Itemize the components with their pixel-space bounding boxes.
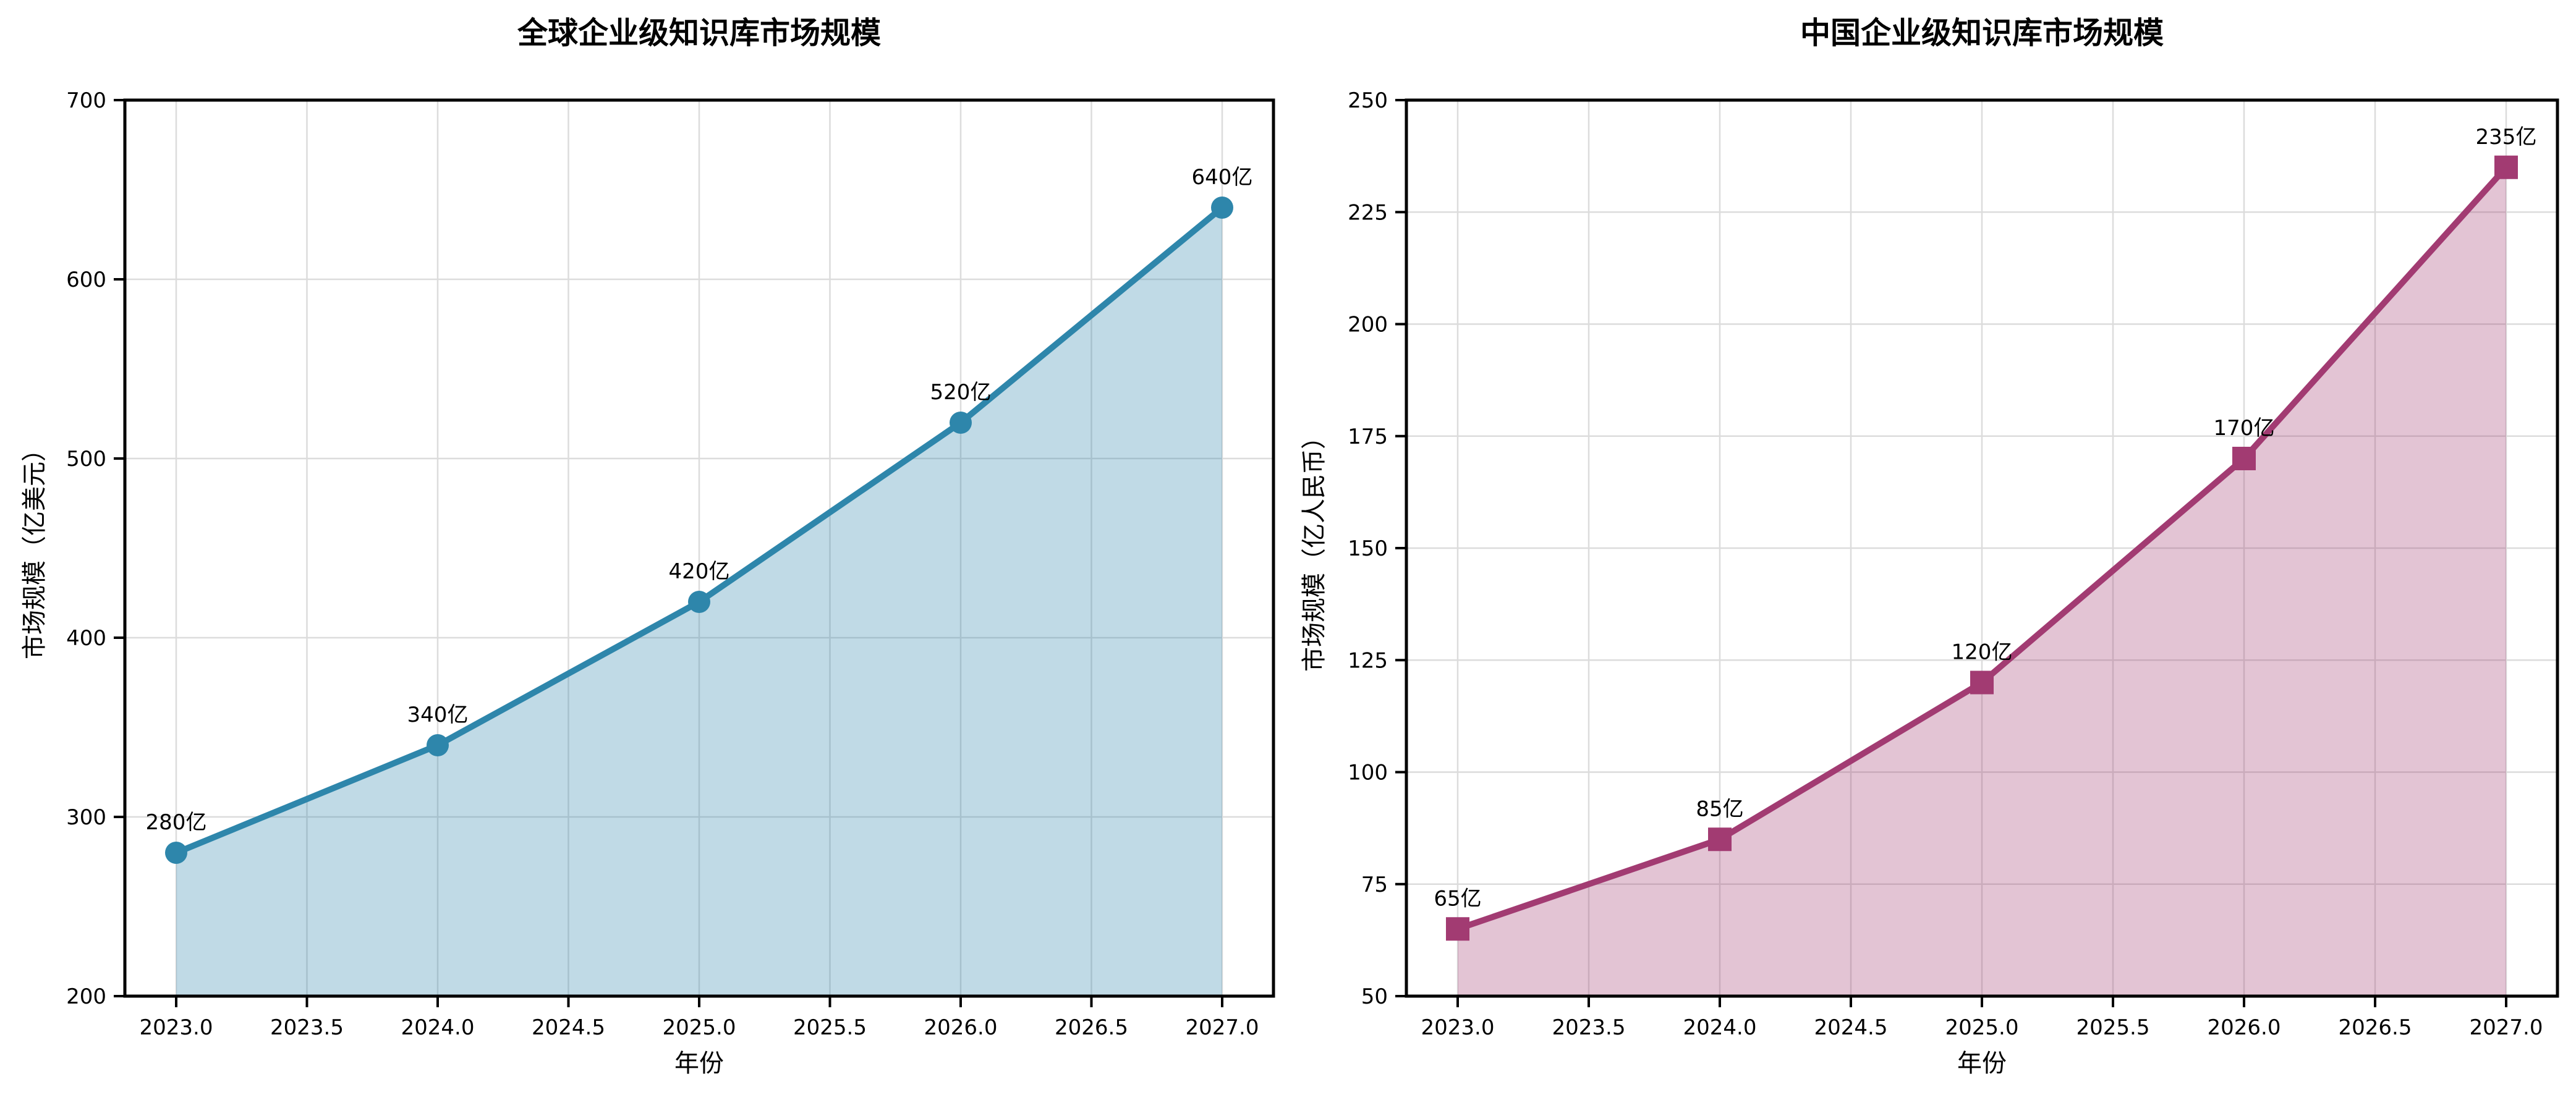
x-tick-label: 2025.0	[663, 1015, 736, 1040]
y-tick-label: 100	[1348, 761, 1388, 785]
x-tick-label: 2024.0	[1683, 1015, 1757, 1040]
data-point-label: 340亿	[407, 703, 469, 727]
data-point-marker	[165, 842, 187, 864]
data-point-marker	[1708, 827, 1732, 852]
plot-border	[123, 98, 1275, 998]
data-point-label: 235亿	[2476, 125, 2537, 150]
x-tick-label: 2026.5	[1055, 1015, 1128, 1040]
data-point-marker	[1211, 197, 1233, 219]
y-tick-label: 50	[1361, 984, 1388, 1009]
y-tick-label: 500	[66, 447, 106, 471]
data-point-label: 420亿	[669, 559, 730, 584]
y-tick-label: 400	[66, 626, 106, 651]
x-tick-label: 2026.5	[2339, 1015, 2412, 1040]
x-tick-label: 2024.0	[401, 1015, 475, 1040]
x-tick-label: 2025.5	[2077, 1015, 2150, 1040]
y-tick-label: 600	[66, 268, 106, 292]
y-tick-label: 150	[1348, 536, 1388, 561]
data-point-marker	[1970, 670, 1994, 695]
y-tick-label: 225	[1348, 200, 1388, 225]
x-tick-label: 2024.5	[1814, 1015, 1888, 1040]
y-tick-label: 175	[1348, 425, 1388, 449]
data-point-label: 170亿	[2214, 416, 2275, 441]
data-point-marker	[688, 591, 710, 613]
y-tick-label: 125	[1348, 648, 1388, 673]
area-fill	[1458, 167, 2506, 996]
data-point-label: 65亿	[1434, 886, 1481, 911]
y-tick-label: 200	[66, 984, 106, 1009]
x-tick-label: 2023.0	[140, 1015, 213, 1040]
data-point-label: 120亿	[1952, 640, 2013, 665]
x-tick-label: 2026.0	[2208, 1015, 2281, 1040]
y-tick-label: 300	[66, 805, 106, 830]
data-point-label: 640亿	[1192, 165, 1253, 190]
x-axis-label-global: 年份	[674, 1049, 724, 1078]
data-point-label: 280亿	[146, 810, 207, 835]
chart-title-global: 全球企业级知识库市场规模	[517, 15, 882, 51]
data-point-label: 85亿	[1696, 797, 1743, 821]
data-point-marker	[950, 412, 972, 434]
x-tick-label: 2023.5	[270, 1015, 344, 1040]
x-tick-label: 2027.0	[2470, 1015, 2543, 1040]
y-tick-label: 700	[66, 88, 106, 113]
plot-border	[1405, 98, 2559, 998]
x-tick-label: 2026.0	[924, 1015, 998, 1040]
x-tick-label: 2027.0	[1186, 1015, 1259, 1040]
x-tick-label: 2025.5	[793, 1015, 867, 1040]
x-tick-label: 2023.0	[1421, 1015, 1495, 1040]
y-tick-label: 200	[1348, 313, 1388, 337]
data-point-marker	[427, 734, 449, 756]
data-point-marker	[2494, 155, 2518, 179]
x-tick-label: 2023.5	[1552, 1015, 1626, 1040]
x-tick-label: 2024.5	[532, 1015, 605, 1040]
x-tick-label: 2025.0	[1945, 1015, 2019, 1040]
y-tick-label: 75	[1361, 873, 1388, 897]
x-axis-label-china: 年份	[1957, 1049, 2007, 1078]
data-point-marker	[2232, 447, 2256, 470]
data-point-label: 520亿	[930, 380, 992, 405]
y-tick-label: 250	[1348, 88, 1388, 113]
data-point-marker	[1446, 917, 1469, 941]
chart-title-china: 中国企业级知识库市场规模	[1800, 15, 2164, 51]
